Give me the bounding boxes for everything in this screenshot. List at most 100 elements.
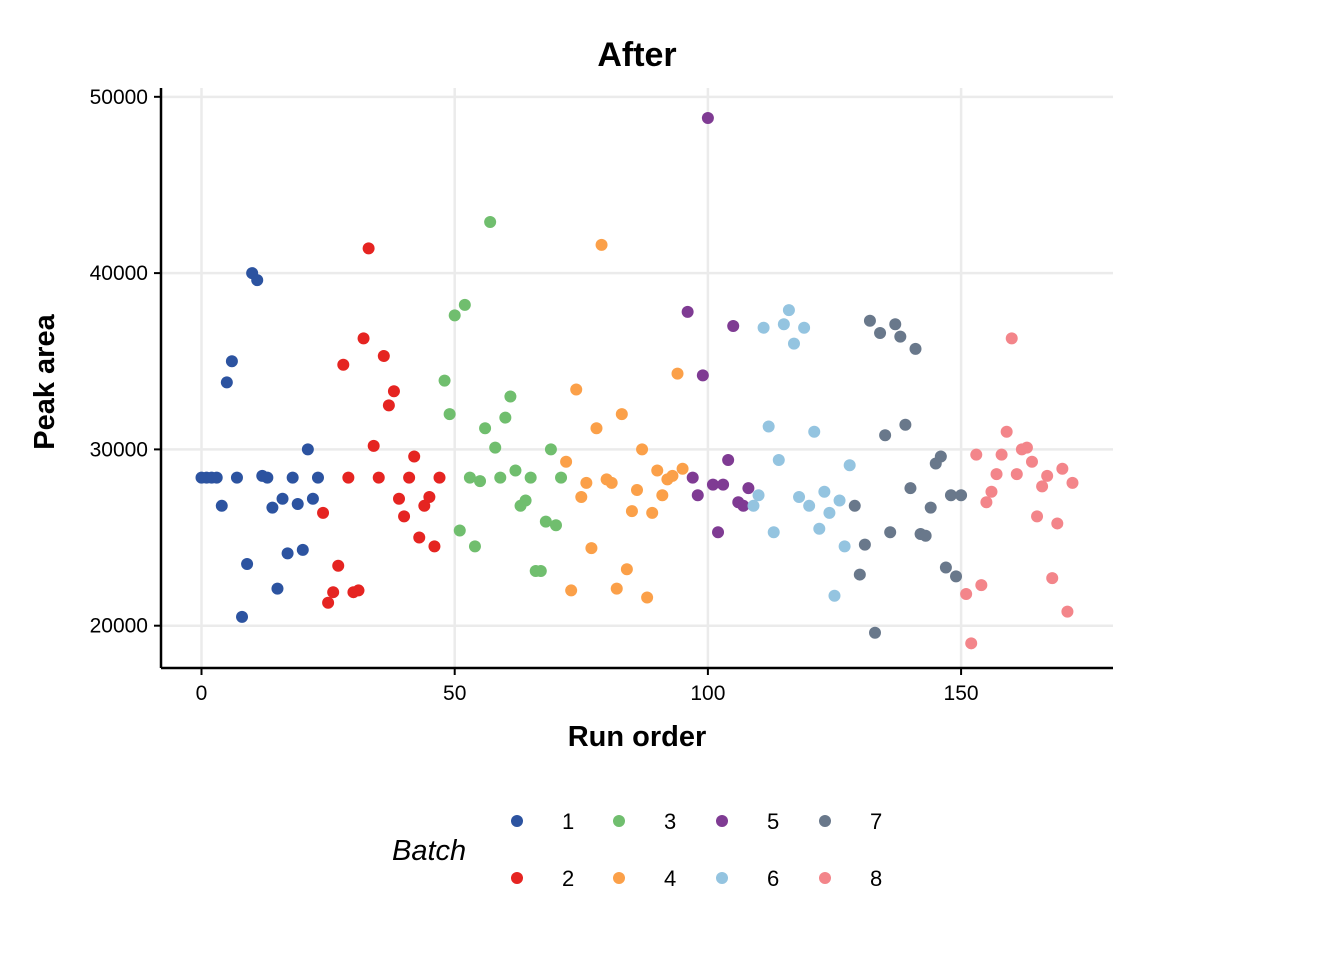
x-tick-label: 150 bbox=[944, 682, 979, 705]
data-point-batch-8 bbox=[1041, 469, 1054, 482]
data-point-batch-3 bbox=[443, 408, 456, 421]
data-point-batch-1 bbox=[301, 443, 314, 456]
data-point-batch-7 bbox=[899, 418, 912, 431]
data-point-batch-2 bbox=[337, 358, 350, 371]
data-point-batch-3 bbox=[463, 471, 476, 484]
data-point-batch-6 bbox=[747, 499, 760, 512]
data-point-batch-7 bbox=[889, 318, 902, 331]
data-point-batch-4 bbox=[560, 455, 573, 468]
data-point-batch-7 bbox=[950, 570, 963, 583]
data-point-batch-8 bbox=[990, 468, 1003, 481]
legend-swatch-batch-4 bbox=[613, 872, 625, 884]
data-point-batch-1 bbox=[296, 543, 309, 556]
data-point-batch-4 bbox=[565, 584, 578, 597]
data-point-batch-2 bbox=[332, 559, 345, 572]
data-point-batch-4 bbox=[671, 367, 684, 380]
data-point-batch-5 bbox=[712, 526, 725, 539]
data-point-batch-7 bbox=[879, 429, 892, 442]
data-point-batch-2 bbox=[352, 584, 365, 597]
data-point-batch-6 bbox=[833, 494, 846, 507]
y-tick-label: 30000 bbox=[90, 438, 148, 461]
data-point-batch-2 bbox=[428, 540, 441, 553]
data-point-batch-4 bbox=[575, 490, 588, 503]
legend-label-batch-5: 5 bbox=[767, 809, 779, 834]
y-tick-label: 20000 bbox=[90, 615, 148, 638]
legend: Batch 1 2 3 4 5 6 7 8 bbox=[392, 809, 882, 891]
data-point-batch-6 bbox=[818, 485, 831, 498]
data-point-batch-1 bbox=[220, 376, 233, 389]
data-point-batch-2 bbox=[403, 471, 416, 484]
data-point-batch-7 bbox=[919, 529, 932, 542]
data-point-batch-6 bbox=[793, 490, 806, 503]
data-point-batch-2 bbox=[367, 439, 380, 452]
data-point-batch-7 bbox=[858, 538, 871, 551]
data-point-batch-5 bbox=[686, 471, 699, 484]
data-point-batch-3 bbox=[504, 390, 517, 403]
data-point-batch-8 bbox=[985, 485, 998, 498]
data-point-batch-1 bbox=[286, 471, 299, 484]
data-point-batch-6 bbox=[762, 420, 775, 433]
data-point-batch-1 bbox=[306, 492, 319, 505]
data-point-batch-2 bbox=[322, 596, 335, 609]
data-point-batch-5 bbox=[681, 305, 694, 318]
data-point-batch-1 bbox=[271, 582, 284, 595]
legend-label-batch-6: 6 bbox=[767, 866, 779, 891]
data-point-batch-3 bbox=[549, 519, 562, 532]
data-point-batch-1 bbox=[230, 471, 243, 484]
data-point-batch-4 bbox=[641, 591, 654, 604]
legend-swatch-batch-1 bbox=[511, 815, 523, 827]
data-point-batch-2 bbox=[342, 471, 355, 484]
data-point-batch-3 bbox=[524, 471, 537, 484]
data-point-batch-8 bbox=[1031, 510, 1044, 523]
data-point-batch-4 bbox=[570, 383, 583, 396]
data-point-batch-2 bbox=[398, 510, 411, 523]
x-tick-label: 100 bbox=[690, 682, 725, 705]
x-tick-label: 50 bbox=[443, 682, 466, 705]
data-point-batch-8 bbox=[1036, 480, 1049, 493]
data-point-batch-8 bbox=[1005, 332, 1018, 345]
y-axis-title: Peak area bbox=[29, 313, 61, 449]
data-point-batch-6 bbox=[757, 321, 770, 334]
data-point-batch-4 bbox=[615, 408, 628, 421]
data-point-batch-3 bbox=[544, 443, 557, 456]
axes-layer: 0 50 100 150 20000 30000 40000 50000 bbox=[90, 86, 1113, 705]
data-point-batch-3 bbox=[438, 374, 451, 387]
data-point-batch-1 bbox=[261, 471, 274, 484]
data-point-batch-6 bbox=[777, 318, 790, 331]
data-point-batch-7 bbox=[904, 482, 917, 495]
legend-items: 1 2 3 4 5 6 7 8 bbox=[511, 809, 882, 891]
data-point-batch-7 bbox=[934, 450, 947, 463]
data-point-batch-6 bbox=[752, 489, 765, 502]
data-point-batch-2 bbox=[382, 399, 395, 412]
data-point-batch-7 bbox=[944, 489, 957, 502]
data-point-batch-4 bbox=[610, 582, 623, 595]
data-point-batch-2 bbox=[357, 332, 370, 345]
data-point-batch-7 bbox=[884, 526, 897, 539]
data-point-batch-4 bbox=[595, 238, 608, 251]
data-point-batch-1 bbox=[236, 610, 249, 623]
data-point-batch-5 bbox=[742, 482, 755, 495]
data-point-batch-5 bbox=[701, 111, 714, 124]
data-point-batch-3 bbox=[489, 441, 502, 454]
data-point-batch-3 bbox=[555, 471, 568, 484]
data-point-batch-2 bbox=[408, 450, 421, 463]
data-point-batch-7 bbox=[853, 568, 866, 581]
grid-layer bbox=[161, 88, 1113, 668]
data-point-batch-8 bbox=[1020, 441, 1033, 454]
data-point-batch-5 bbox=[727, 319, 740, 332]
data-point-batch-2 bbox=[433, 471, 446, 484]
data-point-batch-3 bbox=[458, 298, 471, 311]
data-point-batch-8 bbox=[1046, 572, 1059, 585]
data-point-batch-2 bbox=[393, 492, 405, 505]
data-point-batch-8 bbox=[1025, 455, 1038, 468]
data-point-batch-8 bbox=[1056, 462, 1069, 475]
data-point-batch-3 bbox=[484, 215, 497, 228]
data-point-batch-1 bbox=[291, 498, 304, 511]
data-point-batch-1 bbox=[225, 355, 238, 368]
data-point-batch-4 bbox=[656, 489, 669, 502]
data-point-batch-2 bbox=[362, 242, 375, 255]
legend-title: Batch bbox=[392, 835, 466, 867]
data-point-batch-3 bbox=[499, 411, 512, 424]
data-point-batch-2 bbox=[377, 349, 390, 362]
